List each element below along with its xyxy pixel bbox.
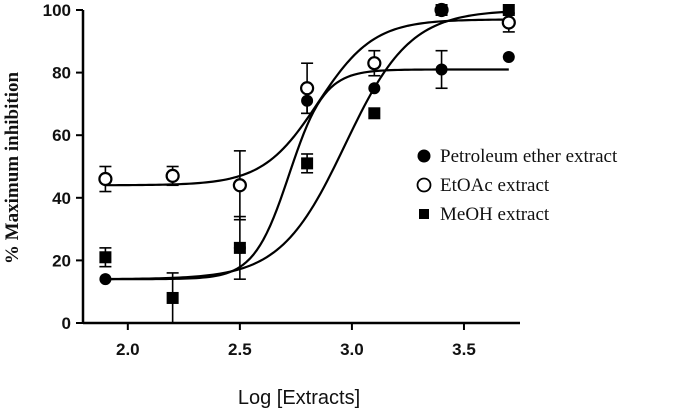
legend-marker-petroleum-ether-extract xyxy=(417,149,431,163)
etoac-extract-point xyxy=(165,168,180,183)
y-tick-label: 100 xyxy=(43,1,71,20)
petroleum-ether-extract-point xyxy=(99,273,112,286)
etoac-extract-point xyxy=(501,15,516,30)
petroleum-ether-extract-point xyxy=(502,50,515,63)
x-tick-label: 3.5 xyxy=(452,340,476,359)
legend-label-petroleum-ether-extract: Petroleum ether extract xyxy=(440,146,618,167)
x-tick-label: 2.5 xyxy=(228,340,252,359)
etoac-extract-point xyxy=(98,171,113,187)
etoac-extract-point xyxy=(232,178,247,193)
meoh-extract-point xyxy=(233,241,246,254)
petroleum-ether-extract-point xyxy=(301,94,314,107)
x-tick-label: 2.0 xyxy=(116,340,140,359)
etoac-extract-point xyxy=(367,56,382,71)
x-tick-label: 3.0 xyxy=(340,340,364,359)
meoh-extract-point xyxy=(99,251,112,264)
meoh-extract-point xyxy=(435,4,448,16)
y-tick-label: 40 xyxy=(52,189,71,208)
petroleum-ether-extract-point xyxy=(368,82,381,95)
meoh-extract-point xyxy=(502,4,515,16)
y-tick-label: 80 xyxy=(52,64,71,83)
meoh-extract-point xyxy=(166,291,179,304)
x-axis-label: Log [Extracts] xyxy=(238,387,360,409)
tick-labels: 0 20 40 60 80 100 2.0 2.5 3.0 3.5 xyxy=(43,1,476,359)
petroleum-ether-extract-point xyxy=(435,63,448,76)
legend-marker-etoac-extract xyxy=(416,177,432,193)
legend-label-etoac-extract: EtOAc extract xyxy=(440,175,550,196)
y-tick-label: 0 xyxy=(62,314,71,333)
y-axis-label: % Maximum inhibition xyxy=(2,72,23,265)
legend-label-meoh-extract: MeOH extract xyxy=(440,204,550,225)
axes xyxy=(76,9,520,330)
y-tick-label: 20 xyxy=(52,251,71,270)
meoh-extract-point xyxy=(368,107,381,120)
legend: Petroleum ether extract EtOAc extract MeOH… xyxy=(416,146,618,225)
meoh-extract-point xyxy=(301,157,314,170)
data-markers xyxy=(98,2,516,304)
etoac-extract-point xyxy=(300,81,315,96)
legend-marker-meoh-extract xyxy=(419,209,429,219)
y-tick-label: 60 xyxy=(52,126,71,145)
